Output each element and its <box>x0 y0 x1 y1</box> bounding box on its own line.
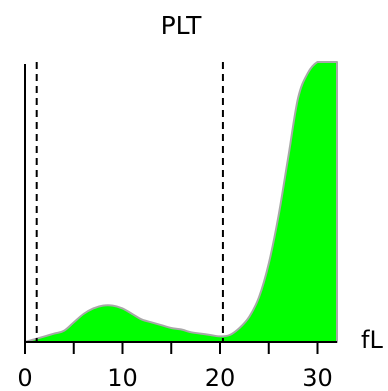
chart-title: PLT <box>161 11 203 40</box>
x-axis: 0 10 20 30 <box>17 341 337 391</box>
x-tick-label: 20 <box>205 364 236 391</box>
plot-area <box>24 61 338 343</box>
x-tick-label: 10 <box>107 364 138 391</box>
x-tick-label: 0 <box>17 364 32 391</box>
x-tick-label: 30 <box>302 364 333 391</box>
x-axis-unit-label: fL <box>361 326 383 354</box>
distribution-area <box>24 61 338 343</box>
